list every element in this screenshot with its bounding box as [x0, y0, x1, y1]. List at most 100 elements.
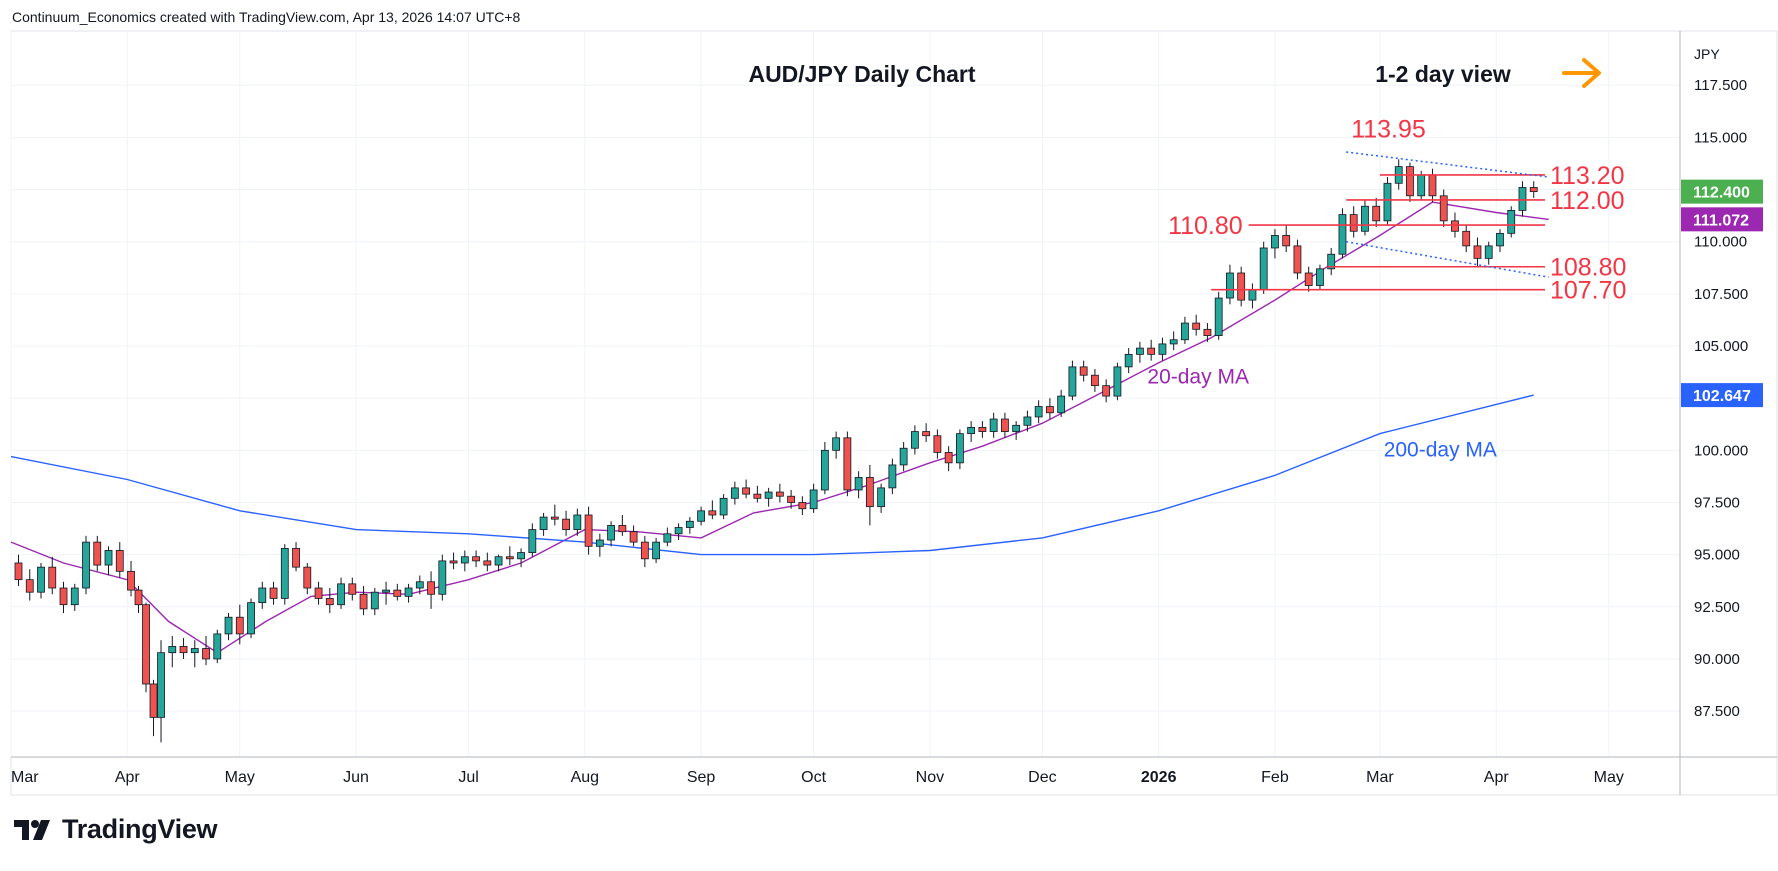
candle-body — [1057, 395, 1066, 414]
chart-title: AUD/JPY Daily Chart — [748, 61, 975, 87]
candle-bear — [393, 583, 402, 601]
candle-body — [142, 604, 150, 685]
y-tick-label: 105.000 — [1694, 338, 1748, 355]
candle-bear — [142, 602, 150, 693]
candle-body — [382, 589, 390, 593]
candle-bull — [382, 581, 390, 605]
candle-bear — [798, 496, 807, 515]
candle-body — [1406, 166, 1414, 197]
candle-bear — [235, 604, 244, 645]
candle-body — [168, 646, 177, 654]
candle-body — [48, 566, 57, 589]
candle-bull — [820, 441, 829, 495]
y-tick-label: 90.000 — [1694, 651, 1740, 668]
candle-bear — [1372, 197, 1381, 228]
candle-bull — [877, 483, 886, 513]
trendline — [1346, 240, 1549, 278]
candle-body — [550, 516, 559, 520]
candle-body — [1282, 235, 1291, 247]
candle-bull — [37, 562, 45, 599]
candle-body — [888, 464, 897, 489]
candle-bull — [595, 533, 604, 557]
candle-body — [663, 533, 672, 543]
x-tick-label: May — [1594, 769, 1624, 786]
candle-body — [742, 487, 751, 495]
candle-bull — [663, 527, 672, 547]
candle-bull — [1226, 264, 1234, 305]
candle-bear — [550, 504, 559, 526]
candle-body — [337, 583, 345, 606]
candle-body — [1529, 187, 1538, 193]
candle-body — [877, 487, 886, 508]
candle-body — [359, 593, 368, 610]
view-label: 1-2 day view — [1375, 61, 1511, 87]
candle-body — [25, 579, 34, 593]
candle-body — [202, 648, 210, 660]
candle-bear — [134, 585, 143, 614]
candles — [14, 159, 1538, 743]
candle-bear — [933, 429, 942, 459]
candle-body — [798, 502, 807, 510]
candle-body — [1417, 174, 1426, 197]
candle-bull — [1271, 229, 1279, 259]
candle-body — [944, 452, 953, 464]
candle-body — [933, 435, 942, 453]
x-tick-label: Mar — [1366, 769, 1394, 786]
candle-body — [922, 431, 931, 437]
chart-grid — [10, 30, 1778, 796]
candle-body — [978, 426, 987, 432]
candle-bull — [168, 636, 177, 668]
candle-bull — [1158, 337, 1167, 361]
candle-body — [1226, 272, 1234, 299]
candle-body — [1293, 245, 1302, 274]
candle-bull — [258, 581, 267, 609]
x-tick-label: Jul — [458, 769, 478, 786]
ma200-label: 200-day MA — [1384, 439, 1497, 462]
candle-bear — [1293, 239, 1302, 280]
candle-bear — [1192, 314, 1201, 336]
candle-body — [528, 529, 537, 553]
candle-bull — [517, 548, 525, 568]
candle-bear — [1237, 266, 1246, 307]
candle-body — [1271, 235, 1279, 249]
price-tag-box — [1681, 207, 1763, 232]
price-tag-label: 102.647 — [1693, 388, 1751, 405]
candle-bear — [775, 483, 784, 503]
candle-bull — [1023, 410, 1032, 432]
candle-body — [607, 525, 615, 541]
candle-body — [314, 587, 323, 599]
candle-body — [865, 477, 874, 508]
candle-bull — [573, 508, 582, 536]
candle-body — [809, 489, 818, 510]
candle-bear — [629, 525, 638, 547]
x-tick-label: Mar — [11, 769, 39, 786]
candle-bull — [528, 523, 537, 557]
candle-bull — [190, 640, 199, 668]
currency-label: JPY — [1694, 46, 1720, 62]
candle-bull — [1518, 181, 1527, 217]
candle-bull — [1484, 241, 1493, 265]
candle-bear — [48, 556, 57, 595]
ma200-line — [10, 394, 1534, 556]
candle-bear — [1473, 237, 1482, 267]
candle-body — [1068, 366, 1077, 397]
candle-bear — [1046, 398, 1054, 420]
candle-body — [127, 570, 135, 591]
candle-body — [719, 497, 728, 516]
candle-body — [93, 541, 102, 566]
candle-body — [427, 581, 435, 595]
price-tag: 102.647 — [1681, 383, 1763, 408]
candle-body — [1181, 322, 1189, 341]
candle-bull — [674, 523, 683, 541]
candle-body — [629, 531, 638, 543]
candle-bull — [1181, 316, 1189, 344]
candle-bull — [213, 629, 222, 664]
tradingview-logo[interactable]: TradingView — [14, 814, 218, 845]
candle-body — [303, 566, 312, 589]
candle-body — [1169, 339, 1178, 345]
candle-body — [1383, 182, 1392, 222]
candle-bull — [247, 598, 255, 639]
candle-body — [1507, 210, 1516, 234]
candle-body — [14, 562, 23, 581]
